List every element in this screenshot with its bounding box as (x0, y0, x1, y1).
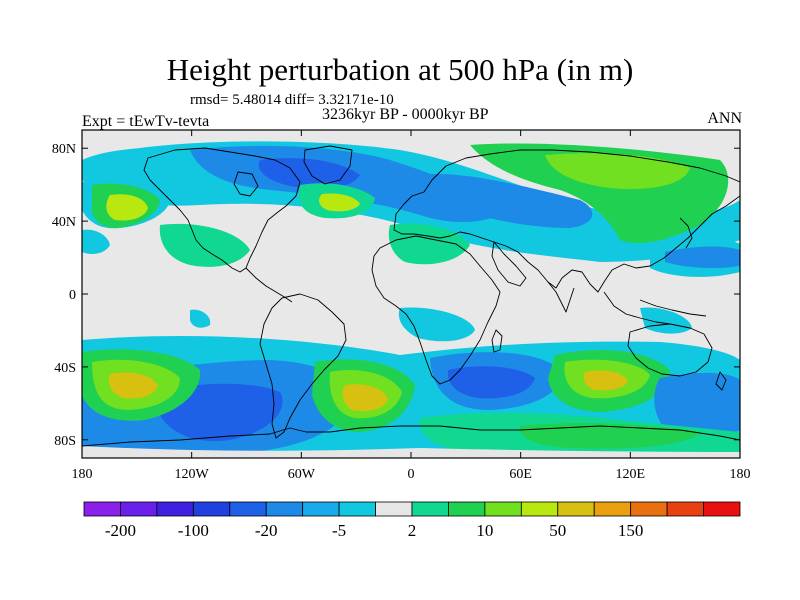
coastline-eurasia (393, 149, 740, 293)
coastline-greenland (303, 145, 353, 185)
colorbar-swatch (83, 501, 121, 517)
colorbar-swatch (120, 501, 158, 517)
colorbar-swatch (338, 501, 376, 517)
colorbar-label: -5 (332, 521, 346, 540)
coastline-africa (371, 235, 501, 385)
colorbar-swatch (192, 501, 231, 517)
coastline-south-america (259, 293, 347, 439)
lat-tick-label: 80S (54, 434, 76, 449)
colorbar-swatch (666, 501, 704, 517)
colorbar-swatch (229, 501, 267, 517)
axis-ticks: 180 120W 60W 0 60E 120E 180 80N 40N 0 40S 80S (52, 130, 751, 482)
colorbar-swatch (448, 501, 486, 517)
contour-region (319, 193, 360, 212)
coastline-arabia (491, 241, 527, 287)
map-plot (82, 130, 740, 458)
lon-tick-label: 0 (408, 467, 415, 482)
colorbar-label: -200 (105, 521, 136, 540)
colorbar-swatch (411, 501, 449, 517)
coastline-japan (679, 217, 693, 249)
colorbar-swatch (484, 501, 522, 517)
coastline-indonesia (639, 299, 707, 317)
coastline-australia (627, 323, 713, 377)
contour-region (190, 309, 211, 328)
contour-region (640, 307, 692, 334)
colorbar-swatch (520, 501, 559, 517)
coastline-southeast-asia (603, 291, 671, 325)
lon-tick-label: 180 (730, 467, 751, 482)
lon-tick-label: 180 (72, 467, 93, 482)
colorbar-label: 2 (408, 521, 417, 540)
chart-title: Height perturbation at 500 hPa (in m) (166, 52, 634, 87)
lat-tick-label: 40S (54, 361, 76, 376)
colorbar-label: 150 (618, 521, 644, 540)
contour-region (159, 223, 250, 267)
contour-region (106, 194, 148, 221)
contour-region (583, 370, 628, 391)
contour-region (519, 423, 700, 449)
lon-tick-label: 60E (509, 467, 532, 482)
colorbar-label: 50 (549, 521, 566, 540)
colorbar-swatch (630, 501, 668, 517)
colorbar-label: -20 (255, 521, 278, 540)
colorbar-swatch (375, 501, 413, 517)
contour-region (342, 384, 388, 412)
contour-region (665, 246, 740, 269)
coastline-antarctica (82, 425, 740, 447)
colorbar-swatch (703, 501, 741, 517)
coastline-new-zealand (715, 371, 727, 391)
lat-tick-label: 80N (52, 142, 76, 157)
coastline-hudson-bay (233, 171, 259, 197)
coastline-central-america (245, 267, 293, 303)
contour-region (108, 372, 158, 399)
contour-region (82, 229, 110, 254)
experiment-label: Expt = tEwTv-tevta (82, 113, 210, 130)
season-label: ANN (707, 110, 742, 127)
colorbar-swatch (302, 501, 340, 517)
lat-tick-label: 0 (69, 288, 76, 303)
stats-label: rmsd= 5.48014 diff= 3.32171e-10 (190, 92, 394, 108)
colorbar: -200 -100 -20 -5 2 10 50 150 (83, 501, 741, 540)
lat-tick-label: 40N (52, 215, 76, 230)
coastline-india (547, 281, 575, 313)
coastline-north-america (143, 147, 301, 273)
coastline-madagascar (491, 329, 503, 353)
contour-region (654, 372, 740, 437)
contour-region (545, 153, 690, 190)
colorbar-swatch (557, 501, 595, 517)
colorbar-swatch (265, 501, 304, 517)
colorbar-label: 10 (476, 521, 493, 540)
contour-region (398, 307, 475, 342)
coastlines (82, 145, 740, 447)
lon-tick-label: 120W (175, 467, 210, 482)
contour-region (420, 174, 593, 228)
colorbar-swatch (156, 501, 194, 517)
contour-fields (82, 141, 740, 458)
lon-tick-label: 60W (288, 467, 316, 482)
lon-tick-label: 120E (616, 467, 646, 482)
colorbar-swatch (593, 501, 632, 517)
period-label: 3236kyr BP - 0000kyr BP (322, 106, 489, 123)
contour-region (447, 366, 535, 399)
colorbar-label: -100 (178, 521, 209, 540)
